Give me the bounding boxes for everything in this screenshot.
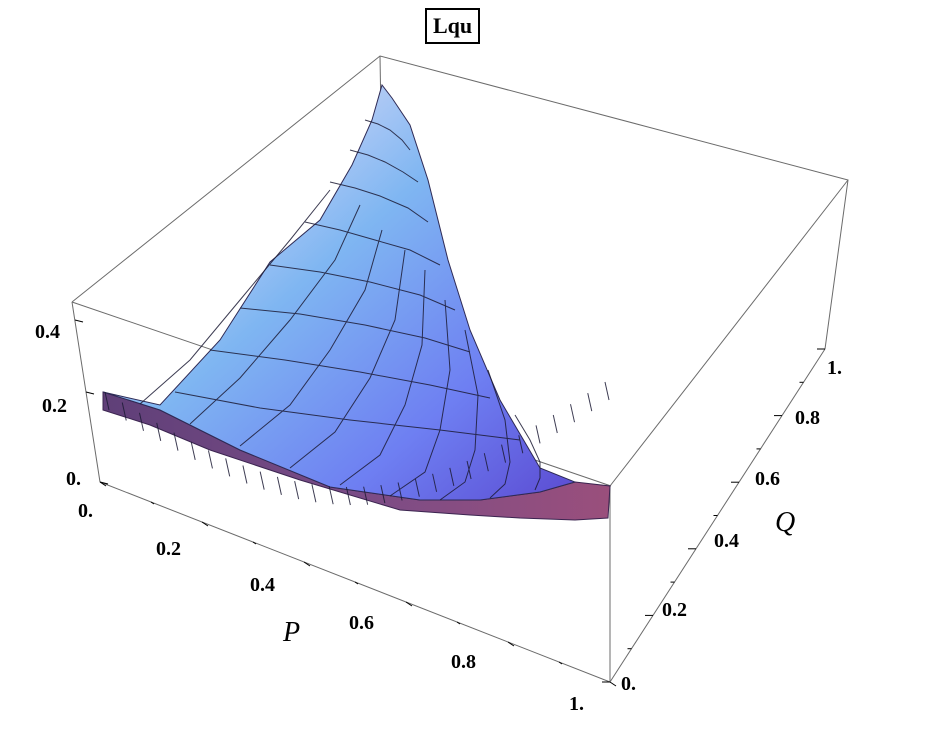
x-tick-label: 0. bbox=[78, 500, 93, 522]
rim-line bbox=[294, 480, 300, 500]
y-ticks: 0. 0.2 0.4 0.6 0.8 1. bbox=[621, 357, 842, 695]
mesh-line bbox=[364, 119, 411, 151]
rim-line bbox=[587, 393, 593, 412]
rim-line bbox=[225, 458, 231, 477]
mesh-line bbox=[239, 229, 383, 447]
tick-mark bbox=[405, 601, 413, 607]
rim-line bbox=[311, 484, 317, 503]
x-tick-label: 0.6 bbox=[349, 612, 374, 634]
y-tick-label: 0.4 bbox=[714, 530, 739, 552]
y-tick-label: 0.6 bbox=[755, 468, 780, 490]
y-tick-label: 0. bbox=[621, 673, 636, 695]
mesh-line bbox=[339, 269, 426, 486]
tick-mark bbox=[150, 501, 155, 505]
tick-mark bbox=[201, 521, 209, 527]
mesh-line bbox=[487, 369, 511, 499]
x-ticks: 0. 0.2 0.4 0.6 0.8 1. bbox=[78, 500, 584, 715]
tick-mark bbox=[456, 621, 461, 625]
x-axis-label: P bbox=[282, 617, 300, 648]
rim-line bbox=[190, 441, 196, 460]
rim-line bbox=[535, 425, 541, 444]
x-tick-label: 0.4 bbox=[250, 574, 275, 596]
rim-line bbox=[501, 444, 507, 463]
rim-line bbox=[466, 460, 472, 480]
tick-mark bbox=[507, 641, 515, 647]
tick-mark bbox=[85, 391, 95, 395]
tick-mark bbox=[303, 561, 311, 567]
mesh-line bbox=[269, 264, 456, 311]
rim-line bbox=[328, 486, 334, 505]
x-tick-label: 0.8 bbox=[451, 651, 476, 673]
rim-line bbox=[259, 471, 265, 490]
mesh-line bbox=[139, 189, 331, 405]
rim-line bbox=[156, 422, 162, 442]
tick-marks bbox=[74, 319, 825, 687]
rim-line bbox=[138, 412, 144, 431]
rim-line bbox=[121, 402, 127, 421]
rim-line bbox=[380, 485, 386, 504]
mesh-line bbox=[189, 204, 361, 425]
mesh-line bbox=[174, 391, 521, 441]
rim-line bbox=[483, 453, 489, 472]
mesh-line bbox=[289, 249, 406, 469]
y-tick-label: 1. bbox=[827, 357, 842, 379]
tick-mark bbox=[74, 319, 84, 323]
tick-mark bbox=[354, 581, 359, 585]
tick-mark bbox=[252, 541, 257, 545]
rim-line bbox=[397, 482, 403, 501]
x-tick-label: 0.2 bbox=[156, 538, 181, 560]
y-axis-label: Q bbox=[775, 507, 795, 538]
mesh-line bbox=[239, 307, 471, 353]
rim-line bbox=[363, 486, 369, 505]
mesh-line bbox=[209, 349, 491, 399]
rim-line bbox=[604, 381, 610, 401]
rim-line bbox=[518, 435, 524, 454]
tick-mark bbox=[558, 661, 563, 665]
mesh-line bbox=[439, 329, 479, 501]
rim-line bbox=[570, 404, 576, 423]
mesh-line bbox=[514, 414, 541, 491]
mesh-line bbox=[329, 181, 429, 223]
rim-line bbox=[552, 414, 558, 434]
rim-line bbox=[345, 486, 351, 506]
z-tick-label: 0.4 bbox=[35, 321, 60, 343]
rim-line bbox=[276, 476, 282, 496]
surface-mesh bbox=[104, 119, 610, 506]
x-tick-label: 1. bbox=[569, 693, 584, 715]
y-tick-label: 0.2 bbox=[662, 599, 687, 621]
mesh-line bbox=[349, 149, 419, 183]
rim-line bbox=[173, 432, 179, 451]
rim-line bbox=[449, 467, 455, 486]
chart-title: Lqu bbox=[425, 8, 481, 44]
z-tick-label: 0.2 bbox=[42, 395, 67, 417]
rim-line bbox=[242, 465, 248, 484]
rim-line bbox=[104, 391, 110, 411]
z-tick-label: 0. bbox=[66, 468, 81, 490]
z-ticks: 0.4 0.2 0. bbox=[35, 321, 81, 490]
tick-mark bbox=[609, 681, 617, 687]
rim-line bbox=[207, 450, 213, 469]
y-tick-label: 0.8 bbox=[795, 407, 820, 429]
rim-line bbox=[432, 473, 438, 492]
tick-mark bbox=[99, 481, 109, 485]
mesh-line bbox=[304, 221, 441, 266]
rim-line bbox=[414, 478, 420, 497]
